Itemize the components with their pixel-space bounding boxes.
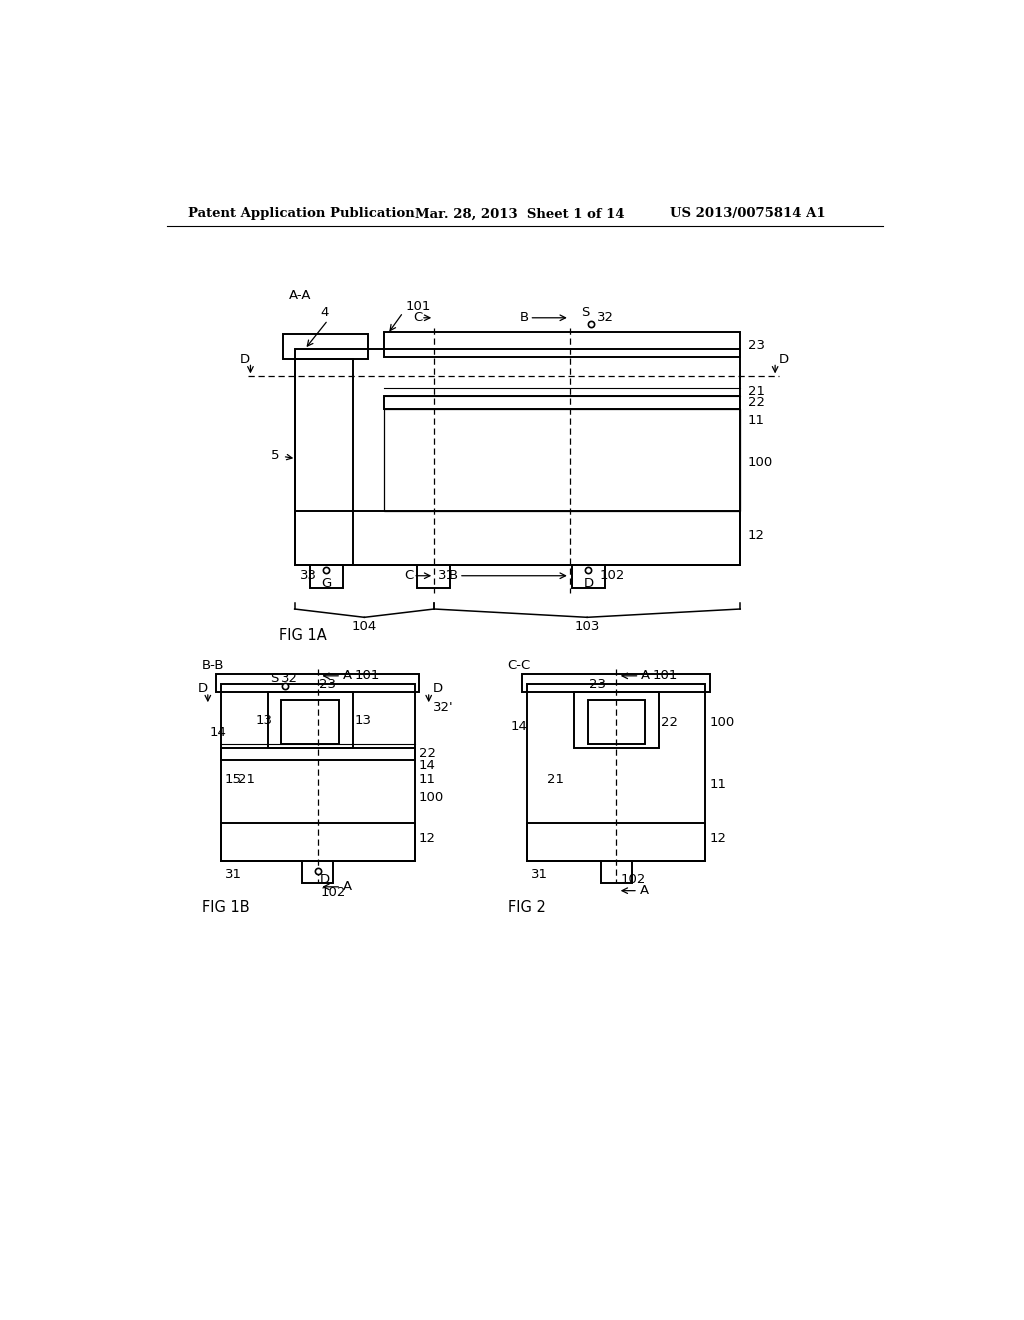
Bar bbox=[221, 822, 415, 862]
Text: 32': 32' bbox=[432, 701, 454, 714]
Text: FIG 1A: FIG 1A bbox=[280, 628, 327, 643]
Text: 11: 11 bbox=[710, 777, 726, 791]
Bar bbox=[588, 700, 645, 744]
Text: 13: 13 bbox=[255, 714, 272, 727]
Bar bbox=[384, 396, 740, 409]
Bar bbox=[572, 565, 604, 589]
Text: D: D bbox=[240, 352, 250, 366]
Bar bbox=[221, 748, 415, 760]
Text: 101: 101 bbox=[652, 669, 678, 682]
Text: 33: 33 bbox=[300, 569, 317, 582]
Bar bbox=[283, 334, 369, 359]
Text: 22: 22 bbox=[748, 396, 765, 409]
Text: 32: 32 bbox=[597, 312, 613, 325]
Bar bbox=[267, 692, 352, 748]
Text: B-B: B-B bbox=[202, 659, 224, 672]
Bar bbox=[384, 409, 740, 511]
Text: 12: 12 bbox=[710, 832, 726, 845]
Text: 100: 100 bbox=[419, 791, 443, 804]
Text: 100: 100 bbox=[748, 455, 773, 469]
Text: 100: 100 bbox=[710, 717, 734, 730]
Text: 31: 31 bbox=[531, 869, 548, 880]
Bar bbox=[216, 675, 420, 692]
Bar bbox=[527, 822, 706, 862]
Text: FIG 2: FIG 2 bbox=[508, 900, 546, 915]
Text: D: D bbox=[321, 873, 331, 886]
Text: 5: 5 bbox=[271, 449, 292, 462]
Text: 13: 13 bbox=[354, 714, 372, 727]
Bar bbox=[295, 359, 352, 565]
Text: S: S bbox=[582, 306, 590, 319]
Text: 11: 11 bbox=[748, 413, 765, 426]
Text: C-C: C-C bbox=[508, 659, 531, 672]
Text: 23: 23 bbox=[748, 339, 765, 352]
Bar bbox=[310, 565, 343, 589]
Text: 102: 102 bbox=[599, 569, 625, 582]
Text: A: A bbox=[343, 880, 352, 894]
Text: D: D bbox=[432, 681, 442, 694]
Text: A-A: A-A bbox=[289, 289, 311, 302]
Text: A: A bbox=[641, 669, 650, 682]
Text: 21: 21 bbox=[547, 772, 563, 785]
Text: US 2013/0075814 A1: US 2013/0075814 A1 bbox=[671, 207, 826, 220]
Bar bbox=[295, 511, 740, 565]
Text: Mar. 28, 2013  Sheet 1 of 14: Mar. 28, 2013 Sheet 1 of 14 bbox=[415, 207, 625, 220]
Bar bbox=[282, 700, 339, 744]
Text: B: B bbox=[449, 569, 458, 582]
Bar bbox=[522, 675, 710, 692]
Text: G: G bbox=[322, 577, 332, 590]
Text: 15: 15 bbox=[225, 772, 242, 785]
Text: D: D bbox=[584, 577, 594, 590]
Bar bbox=[302, 862, 334, 883]
Text: 31: 31 bbox=[225, 869, 242, 880]
Text: 102: 102 bbox=[321, 886, 345, 899]
Bar bbox=[527, 684, 706, 862]
Bar bbox=[295, 350, 740, 565]
Text: 101: 101 bbox=[406, 300, 431, 313]
Text: 21: 21 bbox=[238, 772, 255, 785]
Text: 32: 32 bbox=[281, 672, 298, 685]
Text: 22: 22 bbox=[662, 717, 678, 730]
Text: 12: 12 bbox=[748, 529, 765, 543]
Text: 23: 23 bbox=[319, 677, 337, 690]
Bar bbox=[573, 692, 658, 748]
Text: 12: 12 bbox=[419, 832, 435, 845]
Text: Patent Application Publication: Patent Application Publication bbox=[188, 207, 415, 220]
Text: 23: 23 bbox=[589, 677, 606, 690]
Text: D: D bbox=[198, 681, 208, 694]
Text: B: B bbox=[519, 312, 528, 325]
Text: C: C bbox=[403, 569, 413, 582]
Text: 104: 104 bbox=[352, 620, 377, 634]
Text: 14: 14 bbox=[209, 726, 226, 739]
Text: 11: 11 bbox=[419, 772, 435, 785]
Bar bbox=[384, 331, 740, 358]
Bar bbox=[221, 684, 415, 862]
Text: 14: 14 bbox=[510, 721, 527, 733]
Text: 101: 101 bbox=[354, 669, 380, 682]
Text: 4: 4 bbox=[319, 306, 329, 319]
Text: 21: 21 bbox=[748, 385, 765, 399]
Text: FIG 1B: FIG 1B bbox=[202, 900, 249, 915]
Text: 31: 31 bbox=[438, 569, 455, 582]
Text: C: C bbox=[414, 312, 423, 325]
Text: 14: 14 bbox=[419, 759, 435, 772]
Bar bbox=[417, 565, 450, 589]
Text: A: A bbox=[640, 884, 648, 898]
Text: 103: 103 bbox=[574, 620, 599, 634]
Text: S: S bbox=[270, 672, 279, 685]
Text: D: D bbox=[779, 352, 790, 366]
Bar bbox=[601, 862, 632, 883]
Text: 22: 22 bbox=[419, 747, 435, 760]
Text: 102: 102 bbox=[621, 873, 645, 886]
Text: A: A bbox=[343, 669, 352, 682]
